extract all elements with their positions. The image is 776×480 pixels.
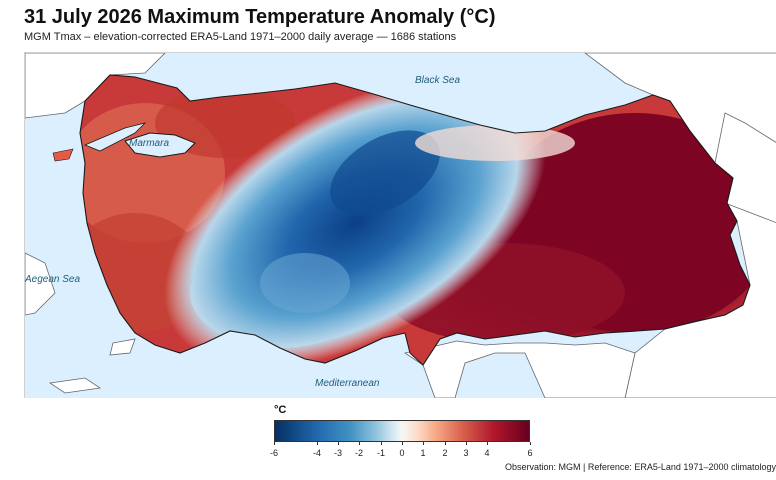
legend-tick-mark xyxy=(274,442,275,445)
syria-land xyxy=(404,340,636,398)
legend-tick-label: -3 xyxy=(333,448,343,458)
map-title: 31 July 2026 Maximum Temperature Anomaly… xyxy=(24,6,496,28)
label-marmara: Marmara xyxy=(129,138,169,149)
legend-tick-label: -4 xyxy=(312,448,322,458)
legend-tick-mark xyxy=(445,442,446,445)
color-scale-bar xyxy=(274,420,530,442)
label-black-sea: Black Sea xyxy=(415,75,460,86)
label-aegean-sea: Aegean Sea xyxy=(25,274,80,285)
legend-tick-mark xyxy=(338,442,339,445)
anomaly-map: Black Sea Marmara Aegean Sea Mediterrane… xyxy=(24,52,776,398)
legend-tick-mark xyxy=(402,442,403,445)
legend-tick-label: -2 xyxy=(354,448,364,458)
legend-tick-label: 6 xyxy=(527,448,533,458)
map-canvas: Black Sea Marmara Aegean Sea Mediterrane… xyxy=(25,53,776,398)
legend-tick-label: -1 xyxy=(376,448,386,458)
legend-tick-mark xyxy=(423,442,424,445)
legend-tick-mark xyxy=(317,442,318,445)
legend-tick-label: 3 xyxy=(463,448,469,458)
map-subtitle: MGM Tmax – elevation-corrected ERA5-Land… xyxy=(24,31,457,43)
island-crete xyxy=(48,377,102,394)
legend-tick-label: 1 xyxy=(420,448,426,458)
legend-tick-mark xyxy=(381,442,382,445)
legend-tick-mark xyxy=(487,442,488,445)
legend-tick-label: 4 xyxy=(484,448,490,458)
label-mediterranean: Mediterranean xyxy=(315,378,380,389)
legend-tick-label: -6 xyxy=(269,448,279,458)
legend-tick-label: 0 xyxy=(399,448,405,458)
island-gokceada xyxy=(52,148,74,162)
turkey-anomaly-field xyxy=(80,75,750,365)
legend-tick-mark xyxy=(466,442,467,445)
legend-tick-mark xyxy=(530,442,531,445)
legend-unit: °C xyxy=(274,404,287,416)
greek-islands xyxy=(25,252,56,316)
legend-tick-label: 2 xyxy=(442,448,448,458)
legend-tick-mark xyxy=(359,442,360,445)
sea-of-marmara xyxy=(124,132,196,158)
dardanelles xyxy=(83,122,147,152)
footer-credits: Observation: MGM | Reference: ERA5-Land … xyxy=(505,462,776,472)
island-rhodes xyxy=(109,338,136,356)
